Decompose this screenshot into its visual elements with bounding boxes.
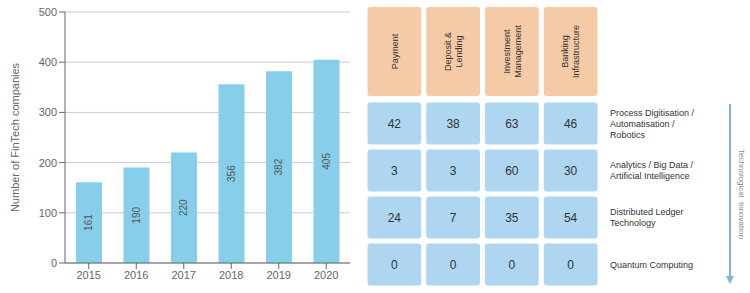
svg-text:2018: 2018: [219, 269, 243, 281]
svg-text:42: 42: [388, 117, 402, 131]
svg-text:356: 356: [226, 165, 237, 182]
svg-text:0: 0: [391, 258, 398, 272]
svg-text:2019: 2019: [267, 269, 291, 281]
svg-text:38: 38: [446, 117, 460, 131]
svg-text:7: 7: [450, 211, 457, 225]
svg-text:30: 30: [564, 164, 578, 178]
svg-text:3: 3: [450, 164, 457, 178]
svg-text:0: 0: [509, 258, 516, 272]
svg-text:0: 0: [450, 258, 457, 272]
svg-text:161: 161: [84, 214, 95, 231]
svg-text:0: 0: [567, 258, 574, 272]
svg-text:Deposit &Lending: Deposit &Lending: [443, 32, 464, 71]
svg-text:190: 190: [131, 207, 142, 224]
svg-text:405: 405: [321, 153, 332, 170]
svg-text:46: 46: [564, 117, 578, 131]
svg-text:200: 200: [39, 157, 57, 169]
svg-text:2017: 2017: [172, 269, 196, 281]
svg-text:100: 100: [39, 207, 57, 219]
svg-text:400: 400: [39, 56, 57, 68]
svg-text:24: 24: [388, 211, 402, 225]
svg-text:2016: 2016: [124, 269, 148, 281]
svg-text:2015: 2015: [77, 269, 101, 281]
svg-text:500: 500: [39, 6, 57, 18]
svg-text:Technological Innovation: Technological Innovation: [737, 149, 743, 239]
svg-text:220: 220: [179, 199, 190, 216]
svg-text:InvestmentManagement: InvestmentManagement: [502, 25, 523, 78]
svg-text:300: 300: [39, 106, 57, 118]
svg-text:Payment: Payment: [390, 33, 400, 69]
svg-text:Quantum Computing: Quantum Computing: [610, 260, 693, 270]
svg-text:BankingInfrastructure: BankingInfrastructure: [560, 25, 581, 78]
svg-text:3: 3: [391, 164, 398, 178]
svg-text:Number of FinTech companies: Number of FinTech companies: [9, 62, 21, 212]
svg-text:Process Digitisation /Automati: Process Digitisation /Automatisation /Ro…: [610, 108, 695, 140]
svg-text:60: 60: [505, 164, 519, 178]
svg-text:Distributed LedgerTechnology: Distributed LedgerTechnology: [610, 207, 684, 228]
svg-text:Analytics / Big Data /Artifici: Analytics / Big Data /Artificial Intelli…: [610, 160, 694, 181]
svg-text:35: 35: [505, 211, 519, 225]
svg-text:382: 382: [274, 158, 285, 175]
svg-text:0: 0: [51, 257, 57, 269]
svg-text:54: 54: [564, 211, 578, 225]
svg-text:63: 63: [505, 117, 519, 131]
svg-text:2020: 2020: [314, 269, 338, 281]
